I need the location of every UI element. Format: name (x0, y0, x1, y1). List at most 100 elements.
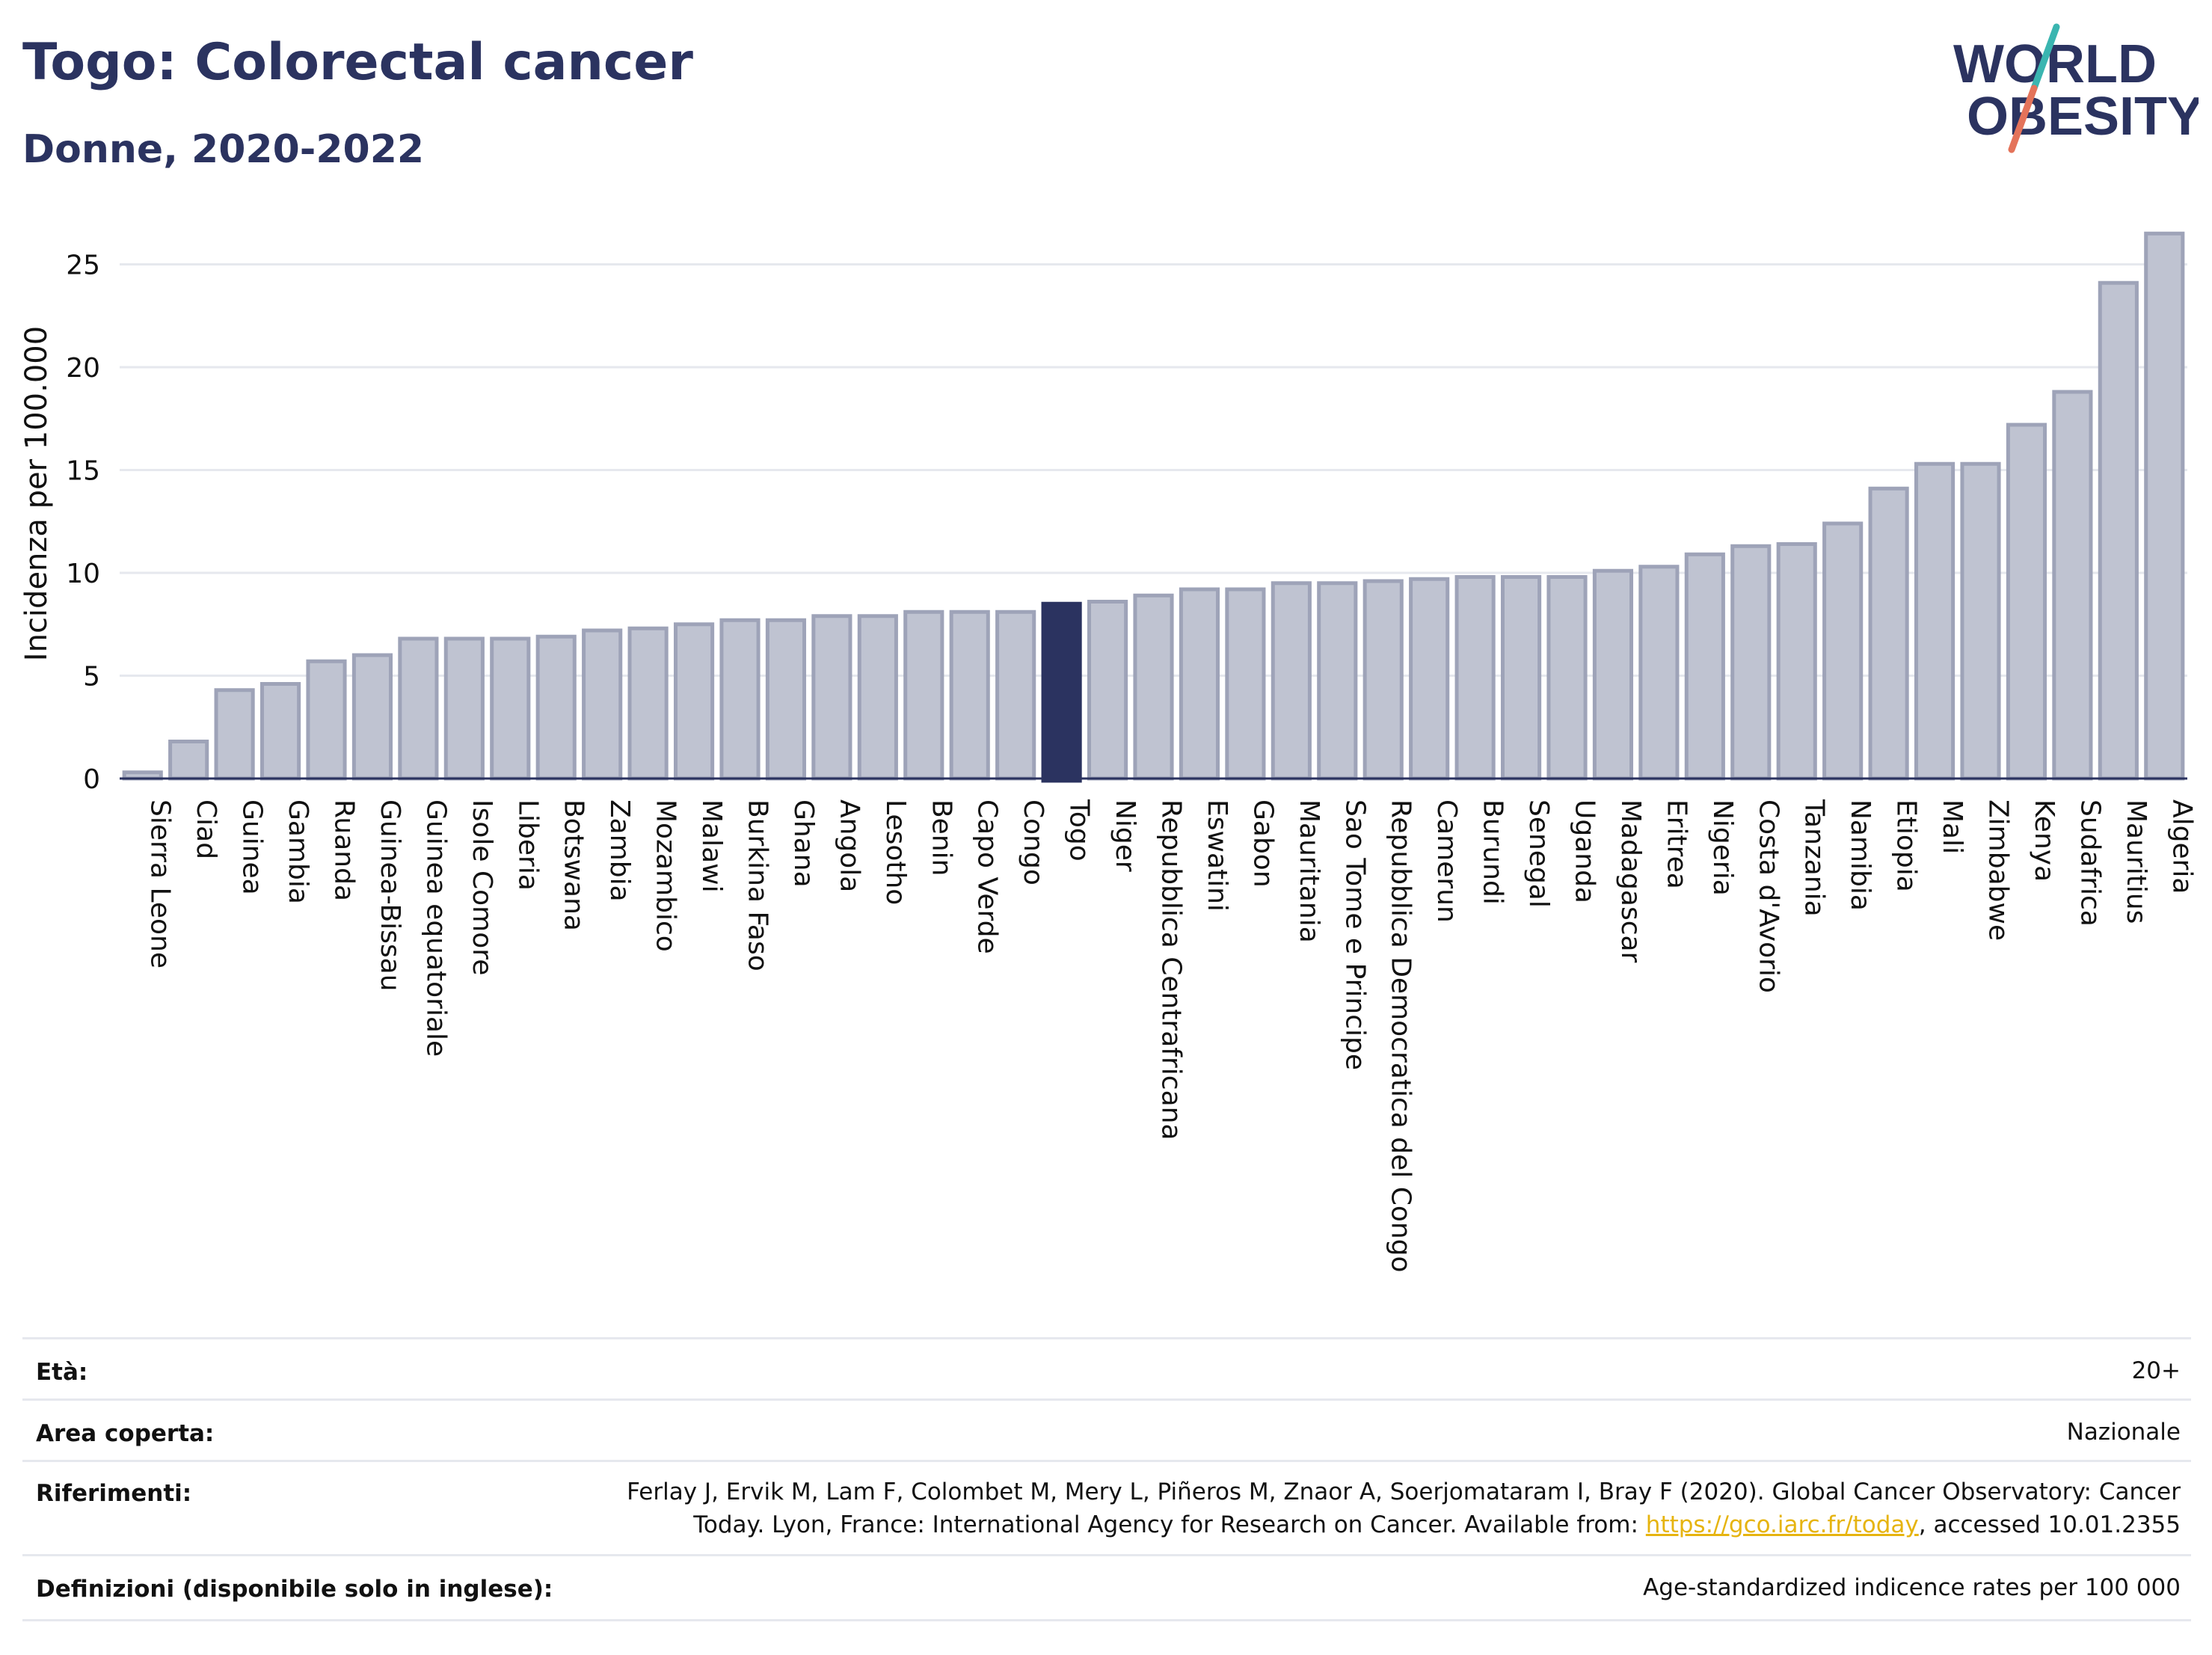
bar-uganda[interactable] (1546, 575, 1588, 781)
meta-row-area: Area coperta: Nazionale (22, 1398, 2191, 1462)
bar-ghana[interactable] (765, 618, 807, 781)
x-tick-label: Repubblica Democratica del Congo (1386, 799, 1416, 1273)
bar-isole-comore[interactable] (443, 636, 485, 781)
x-tick-label: Burkina Faso (743, 799, 773, 971)
bar-repubblica-centrafricana[interactable] (1133, 593, 1174, 781)
y-tick-label: 15 (66, 456, 100, 487)
bar-mozambico[interactable] (627, 626, 669, 781)
bar-ruanda[interactable] (306, 659, 347, 781)
bar-benin[interactable] (903, 610, 944, 781)
bar-guinea-equatoriale[interactable] (398, 636, 439, 781)
bar-togo[interactable] (1041, 601, 1082, 783)
x-tick-label: Malawi (696, 799, 727, 893)
x-tick-label: Gabon (1247, 799, 1278, 888)
x-tick-label: Sudafrica (2074, 799, 2105, 927)
bar-sudafrica[interactable] (2052, 390, 2093, 781)
bar-algeria[interactable] (2144, 231, 2185, 781)
bar-sao-tome-e-principe[interactable] (1317, 581, 1358, 781)
x-tick-label: Botswana (559, 799, 589, 931)
bar-burundi[interactable] (1454, 575, 1496, 781)
bar-camerun[interactable] (1409, 577, 1450, 781)
bar-etiopia[interactable] (1868, 486, 1909, 781)
references-link[interactable]: https://gco.iarc.fr/today (1645, 1511, 1919, 1538)
bar-mauritania[interactable] (1271, 581, 1312, 781)
bar-niger[interactable] (1087, 600, 1128, 781)
meta-row-references: Riferimenti: Ferlay J, Ervik M, Lam F, C… (22, 1460, 2191, 1556)
definitions-value: Age-standardized indicence rates per 100… (1643, 1574, 2181, 1601)
bar-kenya[interactable] (2006, 423, 2047, 781)
x-axis-labels: Sierra Leone Ciad Guinea Gambia Ruanda Guinea… (145, 799, 2198, 1273)
meta-row-definitions: Definizioni (disponibile solo in inglese… (22, 1554, 2191, 1621)
y-tick-label: 10 (66, 559, 100, 589)
x-tick-label: Guinea equatoriale (420, 799, 451, 1057)
references-accessed: , accessed 10.01.2355 (1918, 1511, 2181, 1538)
x-tick-label: Ciad (191, 799, 221, 859)
references-text: Today. Lyon, France: International Agenc… (693, 1511, 1646, 1538)
x-tick-label: Eritrea (1661, 799, 1692, 889)
references-line-2: Today. Lyon, France: International Agenc… (627, 1508, 2181, 1541)
bar-malawi[interactable] (673, 622, 715, 781)
chart-title: Togo: Colorectal cancer (22, 33, 693, 92)
bar-costa-d-avorio[interactable] (1730, 544, 1772, 781)
bar-mali[interactable] (1914, 461, 1956, 781)
y-tick-label: 25 (66, 251, 100, 281)
area-value: Nazionale (2066, 1419, 2181, 1446)
logo-teal-slash (2030, 23, 2060, 92)
x-tick-label: Capo Verde (972, 799, 1003, 954)
bar-repubblica-democratica-del-congo[interactable] (1362, 579, 1404, 781)
bar-eswatini[interactable] (1179, 587, 1220, 781)
x-tick-label: Zimbabwe (1983, 799, 2014, 941)
bar-zimbabwe[interactable] (1960, 461, 2001, 781)
bar-tanzania[interactable] (1776, 542, 1817, 781)
bar-angola[interactable] (811, 614, 852, 781)
area-label: Area coperta: (36, 1420, 215, 1447)
x-tick-label: Mali (1937, 799, 1967, 854)
bar-chart: 0 5 10 15 20 25 Sierra Leone Ciad Guinea Gambia R… (19, 231, 2198, 1273)
x-tick-label: Togo (1064, 799, 1095, 862)
bar-liberia[interactable] (490, 636, 531, 781)
bar-guinea[interactable] (214, 688, 255, 781)
bar-namibia[interactable] (1822, 521, 1864, 781)
bar-madagascar[interactable] (1592, 568, 1634, 781)
bar-gabon[interactable] (1225, 587, 1266, 781)
bar-senegal[interactable] (1500, 575, 1542, 781)
bar-zambia[interactable] (582, 628, 623, 781)
x-tick-label: Costa d'Avorio (1753, 799, 1784, 993)
y-axis-label: Incidenza per 100.000 (19, 326, 54, 661)
y-axis-ticks: 0 5 10 15 20 25 (66, 251, 100, 796)
bars (122, 231, 2185, 783)
x-tick-label: Mozambico (651, 799, 681, 952)
x-tick-label: Madagascar (1615, 799, 1646, 963)
x-tick-label: Namibia (1845, 799, 1875, 911)
world-obesity-logo[interactable]: WORLD OBESITY (1944, 21, 2199, 156)
age-value: 20+ (2131, 1357, 2181, 1384)
x-tick-label: Senegal (1523, 799, 1554, 908)
bar-botswana[interactable] (535, 634, 577, 781)
x-tick-label: Sao Tome e Principe (1339, 799, 1370, 1070)
y-tick-label: 20 (66, 353, 100, 384)
bar-nigeria[interactable] (1684, 552, 1725, 781)
x-tick-label: Camerun (1431, 799, 1462, 923)
x-tick-label: Isole Comore (467, 799, 497, 975)
age-label: Età: (36, 1359, 88, 1386)
meta-row-age: Età: 20+ (22, 1337, 2191, 1401)
bar-ciad[interactable] (168, 740, 209, 781)
x-tick-label: Zambia (604, 799, 635, 902)
references-label: Riferimenti: (36, 1480, 192, 1507)
x-tick-label: Algeria (2166, 799, 2197, 894)
bar-capo-verde[interactable] (949, 610, 990, 781)
bar-burkina-faso[interactable] (719, 618, 761, 781)
x-tick-label: Sierra Leone (145, 799, 176, 968)
x-tick-label: Guinea-Bissau (375, 799, 405, 992)
bar-mauritius[interactable] (2098, 280, 2139, 781)
x-tick-label: Niger (1110, 799, 1140, 872)
x-tick-label: Etiopia (1891, 799, 1922, 892)
bar-gambia[interactable] (259, 682, 301, 781)
x-tick-label: Benin (926, 799, 956, 876)
bar-eritrea[interactable] (1638, 565, 1680, 781)
bar-guinea-bissau[interactable] (351, 653, 393, 781)
bar-congo[interactable] (995, 610, 1036, 781)
bar-lesotho[interactable] (857, 614, 898, 781)
x-tick-label: Ghana (788, 799, 819, 888)
x-tick-label: Lesotho (880, 799, 911, 905)
